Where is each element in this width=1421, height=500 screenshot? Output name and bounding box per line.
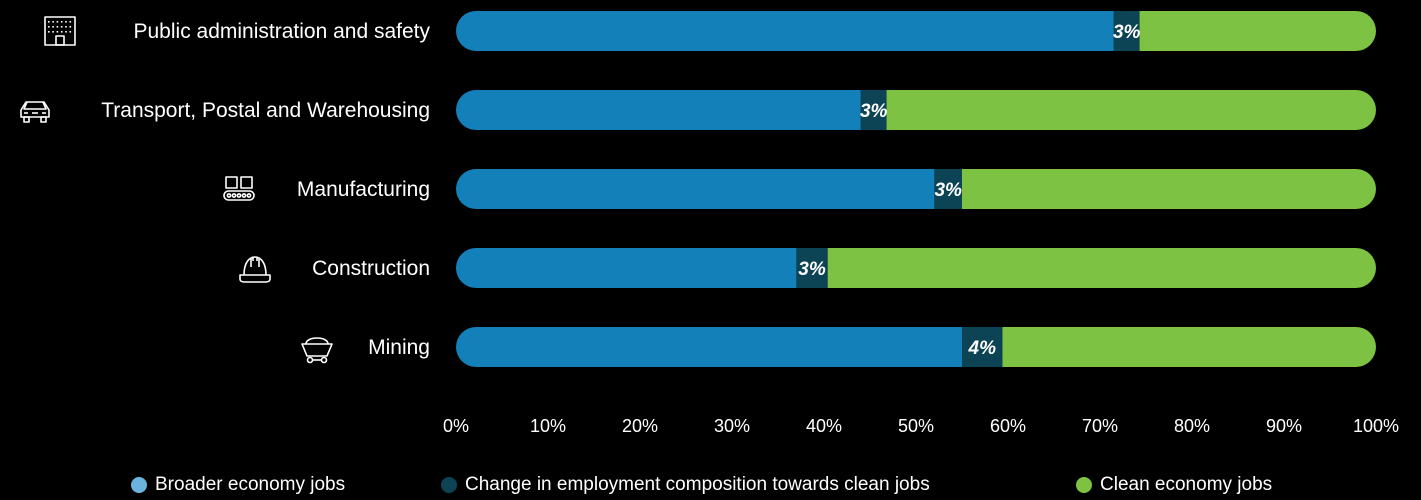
cart-load	[305, 337, 329, 345]
data-label: 3%	[860, 101, 888, 122]
legend-item-clean-economy: Clean economy jobs	[1076, 474, 1272, 496]
legend-item-change-composition: Change in employment composition towards…	[441, 474, 930, 496]
car-icon	[20, 101, 50, 123]
bar-change-composition	[1113, 11, 1140, 51]
car-wheel	[23, 116, 30, 123]
building-window	[56, 26, 59, 28]
hard-hat-icon	[239, 256, 271, 283]
legend-label: Broader economy jobs	[155, 474, 346, 495]
cart-body	[301, 343, 333, 357]
x-tick-label: 40%	[806, 416, 842, 436]
data-label: 4%	[968, 338, 997, 359]
building-window	[69, 21, 72, 23]
building-window	[52, 26, 54, 28]
bar-change-composition	[962, 327, 1003, 367]
bar-broader-economy	[456, 90, 861, 130]
bar-clean-economy	[962, 169, 1376, 209]
building-window	[69, 26, 72, 28]
x-tick-label: 70%	[1082, 416, 1118, 436]
building-window	[52, 31, 54, 33]
legend-label: Clean economy jobs	[1100, 474, 1273, 495]
cart-wheel	[306, 356, 314, 364]
category-label: Manufacturing	[297, 178, 430, 201]
building-window	[65, 21, 67, 23]
bar-broader-economy	[456, 169, 935, 209]
conveyor-roller	[231, 193, 237, 198]
conveyor-roller	[246, 193, 252, 198]
conveyor-belt	[223, 190, 255, 201]
category-label: Public administration and safety	[134, 20, 431, 43]
chart-legend: Broader economy jobs Change in employmen…	[0, 474, 1421, 500]
car-wheel	[40, 116, 47, 123]
x-tick-label: 100%	[1353, 416, 1399, 436]
x-tick-label: 60%	[990, 416, 1026, 436]
bar-change-composition	[860, 90, 887, 130]
conveyor-roller	[236, 193, 242, 198]
office-building-icon	[44, 16, 76, 46]
building-window	[60, 21, 63, 23]
box	[225, 176, 238, 189]
building-window	[48, 31, 50, 33]
hat-brim	[239, 274, 271, 283]
stacked-bar-chart: 3% Public administration and safety 3% Tran…	[20, 11, 1399, 436]
legend-swatch-broader-economy	[131, 477, 147, 493]
building-window	[60, 31, 63, 33]
data-label: 3%	[798, 259, 826, 280]
building-window	[48, 26, 50, 28]
data-label: 3%	[1113, 22, 1141, 43]
legend-item-broader-economy: Broader economy jobs	[131, 474, 345, 496]
building-window	[52, 21, 54, 23]
bar-change-composition	[796, 248, 828, 288]
box	[240, 176, 253, 189]
x-tick-label: 30%	[714, 416, 750, 436]
bar-row	[456, 169, 1376, 209]
conveyor-roller	[241, 193, 247, 198]
building-window	[48, 21, 50, 23]
category-label: Construction	[312, 257, 430, 280]
category-label: Mining	[368, 336, 430, 359]
data-label: 3%	[934, 180, 962, 201]
bar-change-composition	[934, 169, 962, 209]
building-window	[56, 21, 59, 23]
bar-row	[456, 90, 1376, 130]
bar-row	[456, 11, 1376, 51]
building-window	[65, 26, 67, 28]
x-tick-label: 10%	[530, 416, 566, 436]
building-window	[65, 31, 67, 33]
x-tick-label: 50%	[898, 416, 934, 436]
hat-ridges	[250, 257, 260, 267]
bar-clean-economy	[827, 248, 1376, 288]
hat-dome	[243, 256, 267, 276]
bar-clean-economy	[1002, 327, 1376, 367]
mining-cart-icon	[301, 337, 333, 364]
x-tick-label: 80%	[1174, 416, 1210, 436]
car-body	[20, 101, 50, 118]
legend-label: Change in employment composition towards…	[465, 474, 930, 495]
building-window	[56, 31, 59, 33]
cart-wheel	[320, 356, 328, 364]
bar-clean-economy	[886, 90, 1376, 130]
legend-swatch-change-composition	[441, 477, 457, 493]
category-label: Transport, Postal and Warehousing	[101, 99, 430, 122]
x-tick-label: 90%	[1266, 416, 1302, 436]
bar-broader-economy	[456, 11, 1114, 51]
factory-conveyor-icon	[223, 176, 255, 201]
bar-row	[456, 327, 1376, 367]
car-window	[23, 101, 47, 110]
bar-broader-economy	[456, 327, 962, 367]
x-tick-label: 0%	[443, 416, 469, 436]
conveyor-roller	[226, 193, 232, 198]
bar-clean-economy	[1139, 11, 1376, 51]
bar-broader-economy	[456, 248, 797, 288]
building-window	[69, 31, 72, 33]
bar-row	[456, 248, 1376, 288]
x-tick-label: 20%	[622, 416, 658, 436]
building-door	[55, 35, 65, 46]
legend-swatch-clean-economy	[1076, 477, 1092, 493]
building-window	[60, 26, 63, 28]
